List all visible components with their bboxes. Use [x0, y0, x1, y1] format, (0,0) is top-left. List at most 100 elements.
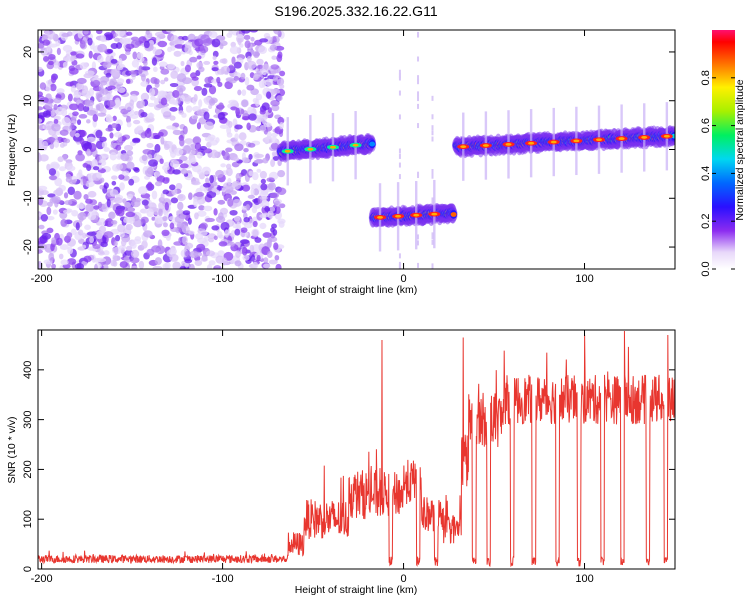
spectrogram-noise-cell — [147, 112, 155, 119]
spectrogram-noise-cell — [184, 64, 192, 73]
spectrogram-noise-cell — [140, 99, 145, 108]
spectrogram-noise-cell — [190, 157, 197, 164]
spectrogram-noise-cell — [208, 85, 217, 95]
spectrogram-noise-cell — [252, 229, 259, 237]
spectrogram-noise-cell — [172, 89, 180, 98]
spectrogram-noise-cell — [87, 190, 97, 198]
spectrogram-noise-cell — [193, 94, 198, 102]
spectrogram-noise-cell — [99, 136, 107, 143]
spectrogram-noise-cell — [83, 73, 93, 79]
spectrogram-noise-cell — [211, 38, 221, 48]
spectrogram-track-core — [450, 212, 457, 217]
spectrogram-noise-cell — [151, 57, 158, 66]
spectrogram-noise-cell — [86, 99, 95, 107]
spectrogram-noise-cell — [123, 218, 129, 223]
spectrogram-noise-cell — [254, 153, 264, 158]
spectrogram-noise-cell — [237, 36, 242, 46]
spectrogram-noise-cell — [79, 40, 86, 49]
spectrogram-noise-cell — [165, 30, 176, 33]
spectrogram-noise-cell — [46, 206, 52, 216]
spectrogram-noise-cell — [277, 169, 286, 178]
spectrogram-noise-cell — [224, 229, 230, 238]
spectrogram-streak — [398, 148, 401, 154]
spectrogram-noise-cell — [265, 91, 272, 99]
spectrogram-noise-cell — [88, 50, 93, 59]
spectrogram-noise-cell — [170, 159, 180, 168]
x-tick-label: -100 — [212, 573, 234, 585]
spectrogram-noise-cell — [147, 102, 156, 108]
spectrogram-noise-cell — [97, 112, 107, 117]
spectrogram-noise-cell — [235, 250, 241, 259]
spectrogram-noise-cell — [267, 182, 276, 191]
spectrogram-noise-cell — [138, 65, 143, 74]
spectrogram-noise-cell — [122, 175, 130, 181]
spectrogram-noise-cell — [46, 163, 51, 171]
spectrogram-noise-cell — [196, 55, 202, 60]
spectrogram-noise-cell — [144, 204, 149, 210]
spectrogram-noise-cell — [241, 116, 250, 121]
spectrogram-noise-cell — [135, 197, 141, 203]
spectrogram-image — [38, 30, 675, 269]
spectrogram-noise-cell — [199, 230, 208, 236]
spectrogram-noise-cell — [81, 89, 91, 97]
spectrogram-noise-cell — [279, 122, 284, 130]
spectrogram-noise-cell — [115, 42, 123, 49]
spectrogram-peak-center — [641, 136, 648, 139]
spectrogram-noise-cell — [102, 61, 112, 69]
spectrogram-noise-cell — [68, 103, 79, 111]
spectrogram-noise-cell — [42, 39, 51, 46]
spectrogram-noise-cell — [46, 125, 52, 131]
spectrogram-noise-cell — [56, 47, 61, 56]
spectrogram-noise-cell — [82, 105, 90, 113]
spectrogram-noise-cell — [82, 162, 89, 168]
spectrogram-noise-cell — [114, 97, 121, 106]
spectrogram-streak — [398, 253, 401, 259]
spectrogram-noise-cell — [256, 254, 261, 262]
spectrogram-streak — [431, 95, 434, 101]
spectrogram-noise-cell — [140, 81, 149, 87]
spectrogram-noise-cell — [252, 74, 259, 81]
spectrogram-peak-center — [431, 212, 438, 216]
spectrogram-noise-cell — [49, 83, 57, 92]
spectrogram-noise-cell — [252, 261, 259, 269]
spectrogram-noise-cell — [240, 108, 245, 115]
spectrogram-noise-cell — [229, 209, 238, 216]
spectrogram-noise-cell — [134, 110, 139, 115]
spectrogram-noise-cell — [180, 60, 185, 67]
spectrogram-noise-cell — [198, 66, 205, 73]
spectrogram-noise-cell — [201, 166, 211, 175]
spectrogram-noise-cell — [218, 212, 224, 220]
spectrogram-noise-cell — [192, 115, 199, 120]
spectrogram-noise-cell — [194, 259, 203, 266]
spectrogram-noise-cell — [51, 237, 56, 245]
snr-frame — [37, 329, 676, 570]
spectrogram-noise-cell — [120, 239, 127, 247]
spectrogram-noise-cell — [150, 95, 156, 101]
spectrogram-noise-cell — [157, 239, 163, 249]
spectrogram-noise-cell — [75, 53, 85, 59]
spectrogram-peak-center — [395, 214, 402, 218]
spectrogram-noise-cell — [70, 122, 75, 130]
spectrogram-noise-cell — [105, 116, 114, 123]
spectrogram-noise-cell — [46, 44, 51, 53]
spectrogram-noise-cell — [126, 161, 135, 170]
spectrogram-noise-cell — [170, 70, 179, 79]
spectrogram-noise-cell — [118, 174, 125, 180]
spectrogram-noise-cell — [208, 260, 216, 266]
spectrogram-noise-cell — [51, 123, 61, 132]
spectrogram-noise-cell — [215, 169, 224, 178]
spectrogram-noise-cell — [77, 229, 84, 236]
spectrogram-noise-cell — [124, 144, 134, 152]
spectrogram-noise-cell — [73, 91, 82, 99]
spectrogram-streak — [417, 103, 420, 109]
spectrogram-noise-cell — [196, 122, 202, 130]
spectrogram-noise-cell — [77, 103, 85, 112]
spectrogram-noise-cell — [167, 63, 176, 69]
spectrogram-noise-cell — [129, 257, 140, 264]
spectrogram-noise-cell — [154, 31, 165, 37]
spectrogram-noise-cell — [126, 121, 132, 128]
spectrogram-noise-cell — [115, 234, 121, 242]
spectrogram-peak-center — [307, 147, 314, 151]
spectrogram-noise-cell — [212, 55, 217, 60]
